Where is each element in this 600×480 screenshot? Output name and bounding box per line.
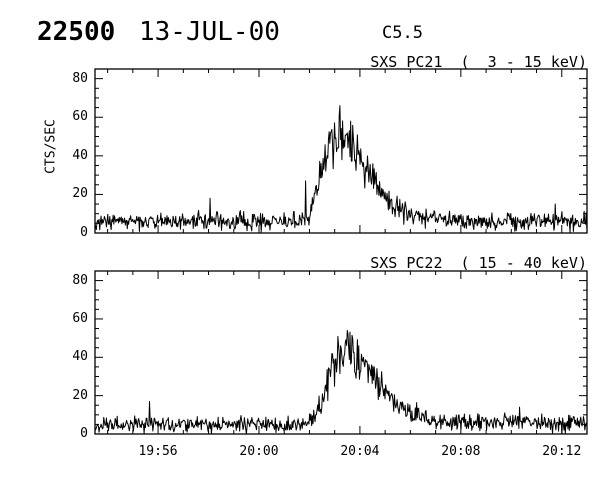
event-number: 22500 xyxy=(37,17,116,47)
event-date: 13-JUL-00 xyxy=(139,17,280,47)
y-tick-label: 80 xyxy=(72,272,88,288)
y-tick-label: 40 xyxy=(72,147,88,163)
plot1-lightcurve xyxy=(94,105,588,233)
plot2-lightcurve xyxy=(94,329,588,435)
plot1-title: SXS PC21 ( 3 - 15 keV) xyxy=(370,53,587,71)
plot2-frame xyxy=(94,270,588,435)
x-tick-label: 19:56 xyxy=(138,444,178,459)
x-tick-label: 20:12 xyxy=(542,444,582,459)
y-tick-label: 80 xyxy=(72,70,88,86)
goes-class-label: C5.5 xyxy=(382,23,423,43)
x-tick-label: 20:00 xyxy=(239,444,279,459)
y-tick-label: 0 xyxy=(80,225,88,240)
y-tick-label: 0 xyxy=(80,426,88,441)
x-tick-label: 20:08 xyxy=(441,444,481,459)
y-tick-label: 60 xyxy=(72,109,88,125)
plot1-frame xyxy=(94,68,588,234)
y-axis-label: CTS/SEC xyxy=(43,119,59,174)
y-tick-label: 20 xyxy=(72,186,88,202)
y-tick-label: 60 xyxy=(72,310,88,326)
y-tick-label: 40 xyxy=(72,349,88,365)
plot2-title: SXS PC22 ( 15 - 40 keV) xyxy=(370,254,587,272)
x-tick-label: 20:04 xyxy=(340,444,380,459)
y-tick-label: 20 xyxy=(72,387,88,403)
